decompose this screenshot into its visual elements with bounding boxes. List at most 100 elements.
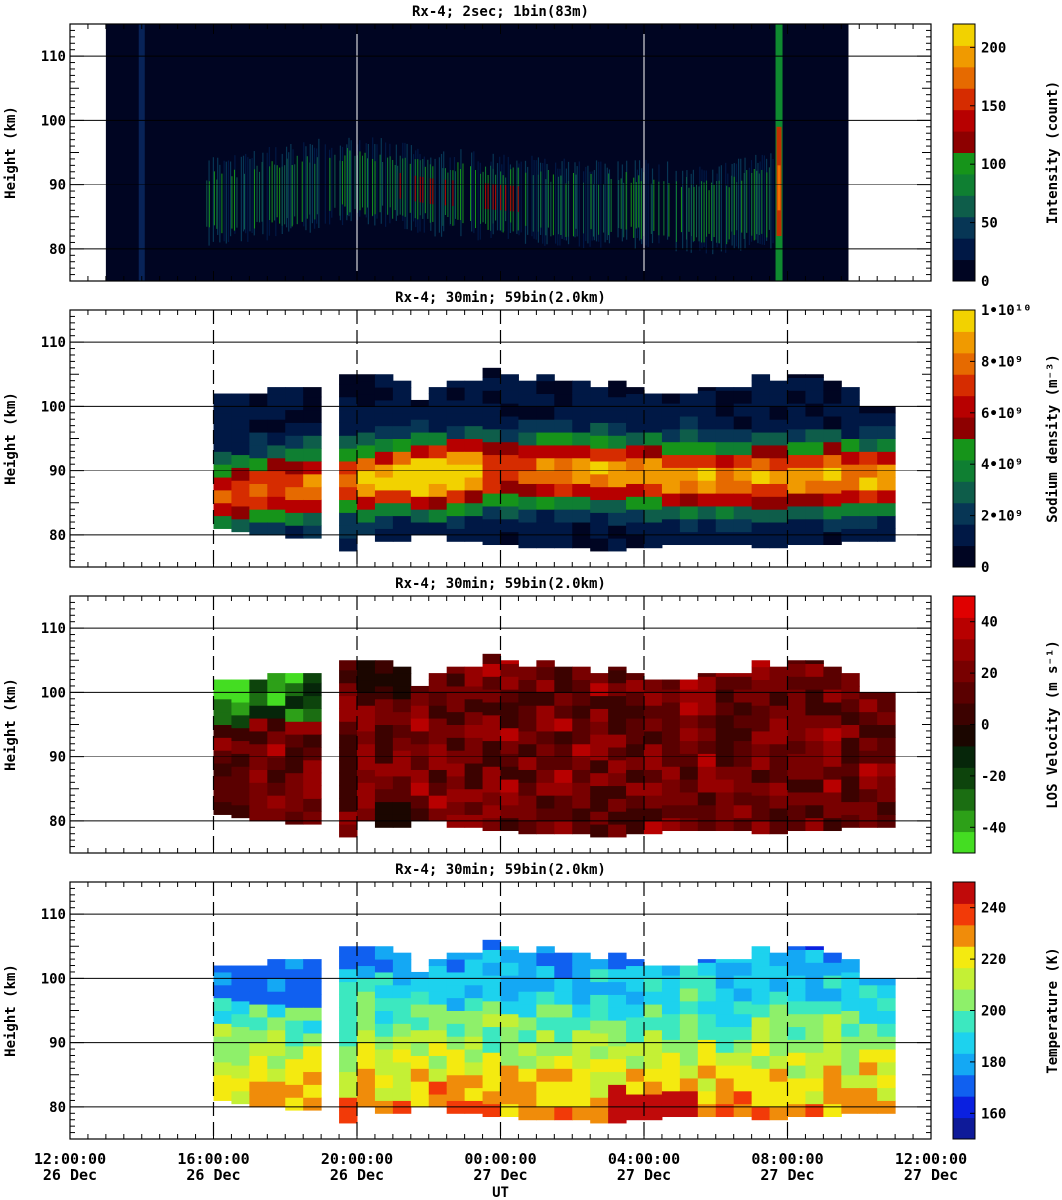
data-cell [608,1007,627,1021]
data-cell [339,422,358,436]
data-cell [787,975,806,989]
data-cell [303,387,322,398]
data-cell [482,676,501,690]
data-cell [231,779,250,793]
data-cell [841,438,860,452]
data-cell [787,454,806,468]
data-cell [626,496,645,510]
raw-streak [414,175,416,202]
data-cell [590,499,609,513]
x-tick-time: 00:00:00 [464,1150,536,1168]
panel-title: Rx-4; 2sec; 1bin(83m) [412,4,589,20]
raw-streak [409,163,411,213]
data-cell [554,756,573,770]
data-cell [877,412,896,427]
data-cell [787,1013,806,1028]
data-cell [357,1042,376,1056]
data-cell [733,390,753,404]
data-cell [608,473,627,488]
data-cell [410,743,430,758]
data-cell [751,522,771,536]
data-cell [715,428,735,443]
raw-streak [254,169,256,229]
data-cell [877,763,896,777]
data-cell [374,959,394,973]
data-cell [303,798,322,812]
data-cell [249,483,268,497]
raw-streak [544,158,546,246]
data-cell [608,383,627,398]
data-cell [590,1110,609,1124]
raw-streak [512,185,514,212]
data-cell [608,512,627,526]
data-cell [769,496,788,510]
data-cell [877,978,896,986]
data-cell [823,1026,842,1040]
data-cell [787,1090,806,1105]
data-cell [769,470,788,484]
data-cell [518,679,537,693]
data-cell [697,1039,717,1053]
data-cell [554,820,573,835]
raw-streak [653,179,655,231]
data-cell [518,782,537,796]
data-cell [392,489,412,504]
raw-streak [603,184,605,233]
raw-streak [589,171,591,247]
raw-streak [275,147,277,237]
y-tick-label: 90 [49,464,66,480]
data-cell [231,428,250,443]
data-cell [661,766,681,780]
data-cell [644,406,663,420]
data-cell [805,403,824,417]
data-cell [787,804,806,819]
data-cell [859,698,878,713]
data-cell [357,1081,376,1095]
raw-streak [706,180,708,237]
data-cell [697,714,717,729]
data-cell [231,1039,250,1053]
data-cell [374,1087,394,1101]
colorbar-swatch [953,45,975,68]
raw-streak [701,181,703,243]
raw-streak [447,172,449,218]
data-cell [769,808,788,822]
data-cell [733,689,753,703]
data-cell [500,975,519,989]
raw-streak [578,161,580,247]
data-cell [859,477,878,491]
data-cell [715,480,735,494]
raw-streak [452,180,454,207]
data-cell [500,505,519,520]
data-cell [231,493,250,507]
raw-streak [290,143,292,229]
data-cell [249,718,268,732]
data-cell [572,444,591,459]
data-cell [536,444,555,459]
colorbar-label: LOS Velocity (m s⁻¹) [1045,640,1061,809]
data-cell [446,724,466,738]
data-cell [805,1039,824,1053]
data-cell [464,711,484,725]
raw-streak [318,138,320,229]
data-cell [841,775,860,790]
data-cell [877,801,896,815]
data-cell [877,502,896,517]
data-cell [518,1042,537,1056]
data-cell [572,692,591,706]
raw-streak [633,177,635,238]
colorbar-tick-label: 20 [981,666,998,682]
data-cell [572,406,591,420]
data-cell [787,714,806,729]
data-cell [213,711,232,725]
data-cell [285,1045,304,1060]
raw-streak [346,147,348,216]
data-cell [715,531,735,546]
data-cell [500,791,519,806]
data-cell [679,505,699,520]
colorbar-swatch [953,459,975,482]
data-cell [536,952,555,967]
data-cell [590,959,609,970]
raw-streak [243,173,245,230]
